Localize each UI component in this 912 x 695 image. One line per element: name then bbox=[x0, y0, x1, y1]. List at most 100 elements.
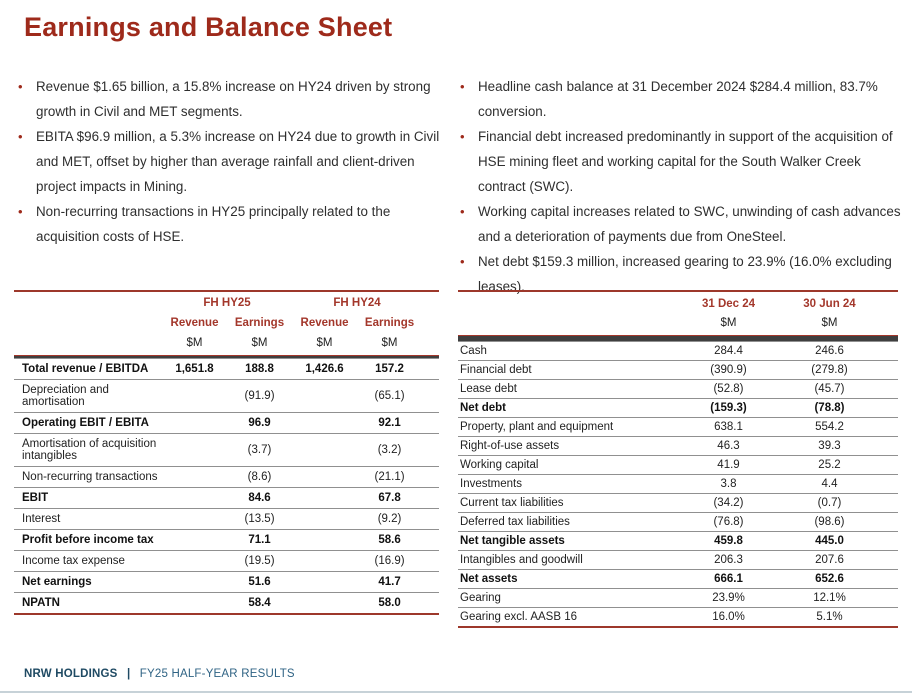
balance-sheet-table: 31 Dec 24 30 Jun 24 $M $M Cash 284.4 246.6 Fina… bbox=[458, 290, 898, 628]
bullet-text: Revenue $1.65 billion, a 15.8% increase … bbox=[36, 79, 431, 119]
table-header-row: 31 Dec 24 30 Jun 24 bbox=[458, 291, 898, 313]
table-cell bbox=[162, 486, 227, 508]
table-cell: 58.6 bbox=[357, 528, 423, 550]
table-cell bbox=[162, 432, 227, 466]
table-cell: (76.8) bbox=[678, 512, 779, 532]
footer: NRW HOLDINGS | FY25 HALF-YEAR RESULTS bbox=[24, 668, 295, 680]
bullet-item: • Financial debt increased predominantly … bbox=[458, 124, 906, 199]
table-cell: (16.9) bbox=[357, 549, 423, 571]
table-cell: 16.0% bbox=[678, 607, 779, 627]
table-cell bbox=[292, 378, 358, 412]
bullet-icon: • bbox=[18, 129, 23, 144]
table-cell: 25.2 bbox=[779, 455, 880, 475]
row-label: Net earnings bbox=[14, 570, 162, 592]
table-cell bbox=[162, 570, 227, 592]
bullet-item: • Headline cash balance at 31 December 20… bbox=[458, 74, 906, 124]
table-cell: (21.1) bbox=[357, 465, 423, 487]
table-cell: 666.1 bbox=[678, 569, 779, 589]
row-label: Intangibles and goodwill bbox=[458, 550, 678, 570]
bullet-list-left: • Revenue $1.65 billion, a 15.8% increase… bbox=[16, 74, 442, 249]
table-cell: 12.1% bbox=[779, 588, 880, 608]
bullet-text: Non-recurring transactions in HY25 princ… bbox=[36, 204, 391, 244]
table-cell bbox=[162, 528, 227, 550]
table-cell: (390.9) bbox=[678, 360, 779, 380]
table-unit-row: $M $M $M $M bbox=[14, 332, 439, 355]
table-cell bbox=[292, 411, 358, 433]
footer-subtitle: FY25 HALF-YEAR RESULTS bbox=[139, 668, 295, 680]
bullet-text: Working capital increases related to SWC… bbox=[478, 204, 901, 244]
row-label: Total revenue / EBITDA bbox=[14, 357, 162, 379]
unit-label: $M bbox=[186, 337, 203, 349]
column-header: Revenue bbox=[170, 317, 219, 329]
table-cell: 188.8 bbox=[227, 357, 293, 379]
unit-label: $M bbox=[316, 337, 333, 349]
row-label: Depreciation and amortisation bbox=[14, 378, 162, 412]
row-label: Current tax liabilities bbox=[458, 493, 678, 513]
bullet-item: • Non-recurring transactions in HY25 prin… bbox=[16, 199, 442, 249]
row-label: Cash bbox=[458, 341, 678, 361]
header-separator bbox=[14, 355, 440, 358]
row-label: Income tax expense bbox=[14, 549, 162, 571]
table-cell: (65.1) bbox=[357, 378, 423, 412]
table-cell: (8.6) bbox=[227, 465, 293, 487]
unit-label: $M bbox=[821, 317, 838, 329]
row-label: Operating EBIT / EBITA bbox=[14, 411, 162, 433]
table-cell: (279.8) bbox=[779, 360, 880, 380]
table-cell bbox=[292, 528, 358, 550]
column-group-header: FH HY25 bbox=[203, 297, 251, 309]
table-row: NPATN 58.4 58.0 bbox=[14, 591, 440, 614]
row-label: Interest bbox=[14, 507, 162, 529]
column-header: Earnings bbox=[234, 317, 285, 329]
bullet-item: • Working capital increases related to SW… bbox=[458, 199, 906, 249]
bullet-item: • Revenue $1.65 billion, a 15.8% increase… bbox=[16, 74, 442, 124]
table-header-row: Revenue Earnings Revenue Earnings bbox=[14, 312, 439, 332]
table-cell bbox=[292, 432, 358, 466]
table-cell bbox=[292, 591, 358, 614]
table-row: Total revenue / EBITDA 1,651.8 188.8 1,426.… bbox=[14, 357, 440, 379]
table-cell: 5.1% bbox=[779, 607, 880, 627]
table-row: Amortisation of acquisition intangibles (… bbox=[14, 432, 440, 466]
row-label: Net assets bbox=[458, 569, 678, 589]
table-row: Net debt (159.3) (78.8) bbox=[458, 398, 898, 418]
table-cell: 58.0 bbox=[357, 591, 423, 614]
column-header: Earnings bbox=[364, 317, 415, 329]
footer-brand: NRW HOLDINGS bbox=[24, 668, 118, 680]
table-cell: 554.2 bbox=[779, 417, 880, 437]
row-label: Lease debt bbox=[458, 379, 678, 399]
unit-label: $M bbox=[720, 317, 737, 329]
table-cell: 41.7 bbox=[357, 570, 423, 592]
table-cell: 207.6 bbox=[779, 550, 880, 570]
table-cell: 71.1 bbox=[227, 528, 293, 550]
table-cell: 206.3 bbox=[678, 550, 779, 570]
table-row: Non-recurring transactions (8.6) (21.1) bbox=[14, 465, 440, 487]
earnings-table: FH HY25 FH HY24 Revenue Earnings Revenue Earn… bbox=[14, 290, 440, 615]
row-label: Right-of-use assets bbox=[458, 436, 678, 456]
table-cell: 92.1 bbox=[357, 411, 423, 433]
table-cell: 84.6 bbox=[227, 486, 293, 508]
table-row: Gearing excl. AASB 16 16.0% 5.1% bbox=[458, 607, 898, 627]
table-row: Interest (13.5) (9.2) bbox=[14, 507, 440, 529]
table-row: Depreciation and amortisation (91.9) (65.1… bbox=[14, 378, 440, 412]
row-label: Property, plant and equipment bbox=[458, 417, 678, 437]
table-cell bbox=[292, 570, 358, 592]
table-row: Lease debt (52.8) (45.7) bbox=[458, 379, 898, 399]
row-label: Financial debt bbox=[458, 360, 678, 380]
bullet-text: Headline cash balance at 31 December 202… bbox=[478, 79, 878, 119]
table-cell: (98.6) bbox=[779, 512, 880, 532]
table-cell: 39.3 bbox=[779, 436, 880, 456]
table-row: Income tax expense (19.5) (16.9) bbox=[14, 549, 440, 571]
footer-divider: | bbox=[126, 668, 131, 680]
table-cell bbox=[292, 486, 358, 508]
bullet-icon: • bbox=[460, 79, 465, 94]
table-cell bbox=[292, 549, 358, 571]
table-cell: 51.6 bbox=[227, 570, 293, 592]
table-row: EBIT 84.6 67.8 bbox=[14, 486, 440, 508]
table-row: Intangibles and goodwill 206.3 207.6 bbox=[458, 550, 898, 570]
table-cell: 41.9 bbox=[678, 455, 779, 475]
row-label: Working capital bbox=[458, 455, 678, 475]
column-header: 31 Dec 24 bbox=[701, 298, 756, 310]
table-cell bbox=[162, 378, 227, 412]
table-cell: (34.2) bbox=[678, 493, 779, 513]
table-cell: (9.2) bbox=[357, 507, 423, 529]
table-cell: (13.5) bbox=[227, 507, 293, 529]
